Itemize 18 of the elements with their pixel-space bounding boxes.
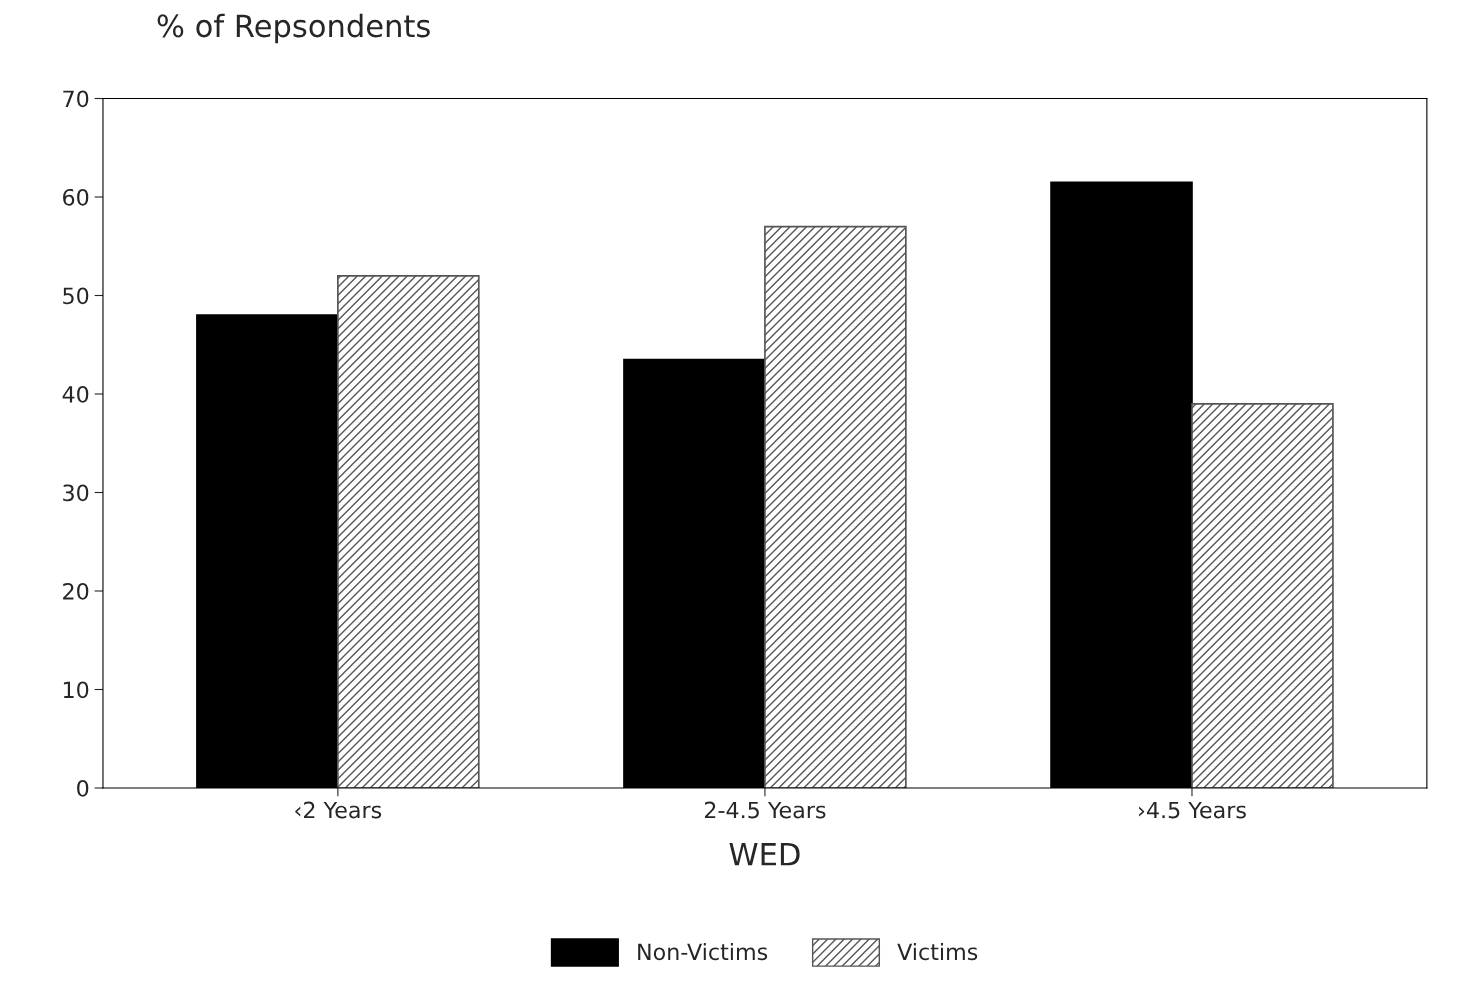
- y-tick-label: 0: [77, 779, 89, 797]
- legend-label: Victims: [897, 943, 978, 961]
- legend-label: Non-Victims: [638, 943, 768, 961]
- y-tick-label: 70: [63, 90, 89, 108]
- y-tick-label: 60: [63, 188, 89, 206]
- y-axis-title: % of Repsondents: [157, 13, 430, 44]
- y-tick-label: 30: [63, 484, 89, 502]
- y-tick-label: 20: [63, 582, 89, 600]
- x-axis-title: WED: [729, 843, 800, 866]
- bar: [764, 225, 907, 788]
- x-tick-label: ›4.5 Years: [1139, 801, 1246, 819]
- x-tick-label: ‹2 Years: [295, 801, 382, 819]
- x-tick-label: 2-4.5 Years: [704, 801, 826, 819]
- y-tick-label: 40: [62, 385, 89, 403]
- bar: [1191, 403, 1334, 788]
- y-tick-label: 50: [63, 287, 89, 305]
- bar: [337, 274, 480, 788]
- y-tick-label: 10: [63, 681, 89, 699]
